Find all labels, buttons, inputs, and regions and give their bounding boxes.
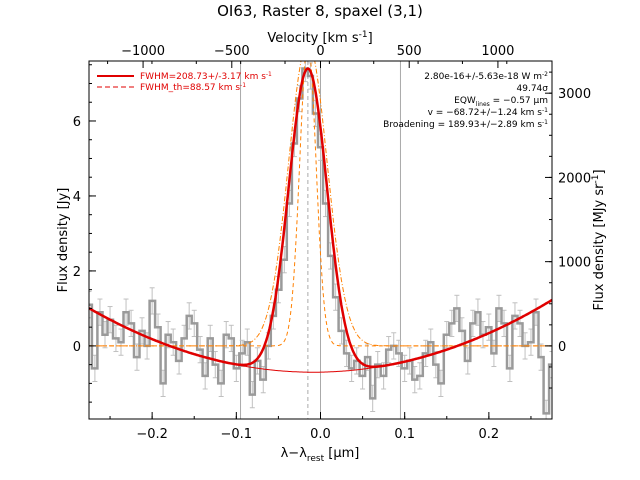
annotation-significance: 49.74σ [517,84,549,94]
fit-series [89,61,552,373]
legend-label-fwhm: FWHM=208.73+/-3.17 km s-1 [140,71,272,82]
top-tick-label: −500 [214,44,250,59]
y-tick-label: 2 [73,265,81,280]
annotation-velocity: v = −68.72+/−1.24 km s-1 [428,107,549,118]
axis-ticks: −0.2 −0.1 0.0 0.1 0.2 −1000 −500 0 500 1000 0 2 4 6 0 1… [73,44,591,442]
right-tick-label: 3000 [558,87,591,102]
y-tick-label: 4 [73,190,81,205]
top-tick-label: 500 [397,44,422,59]
x-tick-label: 0.1 [394,427,415,442]
x-tick-label: 0.2 [479,427,500,442]
top-tick-label: 0 [316,44,324,59]
right-axis-label: Flux density [MJy sr-1] [591,169,607,310]
fit-annotations: 2.80e-16+/-5.63e-18 W m-2 49.74σ EQWline… [383,71,548,130]
y-tick-label: 0 [73,340,81,355]
x-axis-label: λ−λrest [μm] [281,446,360,464]
legend-label-fwhm-th: FWHM_th=88.57 km s-1 [140,82,246,93]
annotation-broadening: Broadening = 189.93+/−2.89 km s-1 [383,119,548,130]
x-tick-label: −0.2 [136,427,168,442]
chart-title: OI63, Raster 8, spaxel (3,1) [217,2,423,20]
total-fit-line [89,67,552,369]
y-tick-label: 6 [73,115,81,130]
right-tick-label: 2000 [558,171,591,186]
top-tick-label: 1000 [481,44,514,59]
legend: FWHM=208.73+/-3.17 km s-1 FWHM_th=88.57 … [97,71,272,93]
annotation-eqw: EQWlines = −0.57 μm [454,96,548,108]
x-tick-label: −0.1 [221,427,253,442]
y-axis-label: Flux density [Jy] [56,188,71,293]
top-tick-label: −1000 [121,44,165,59]
spectrum-series [89,67,552,415]
spectrum-line [89,67,552,415]
right-tick-label: 0 [558,340,566,355]
right-tick-label: 1000 [558,256,591,271]
top-axis-label: Velocity [km s-1] [267,30,372,46]
x-tick-label: 0.0 [310,427,331,442]
annotation-line-flux: 2.80e-16+/-5.63e-18 W m-2 [424,71,548,82]
